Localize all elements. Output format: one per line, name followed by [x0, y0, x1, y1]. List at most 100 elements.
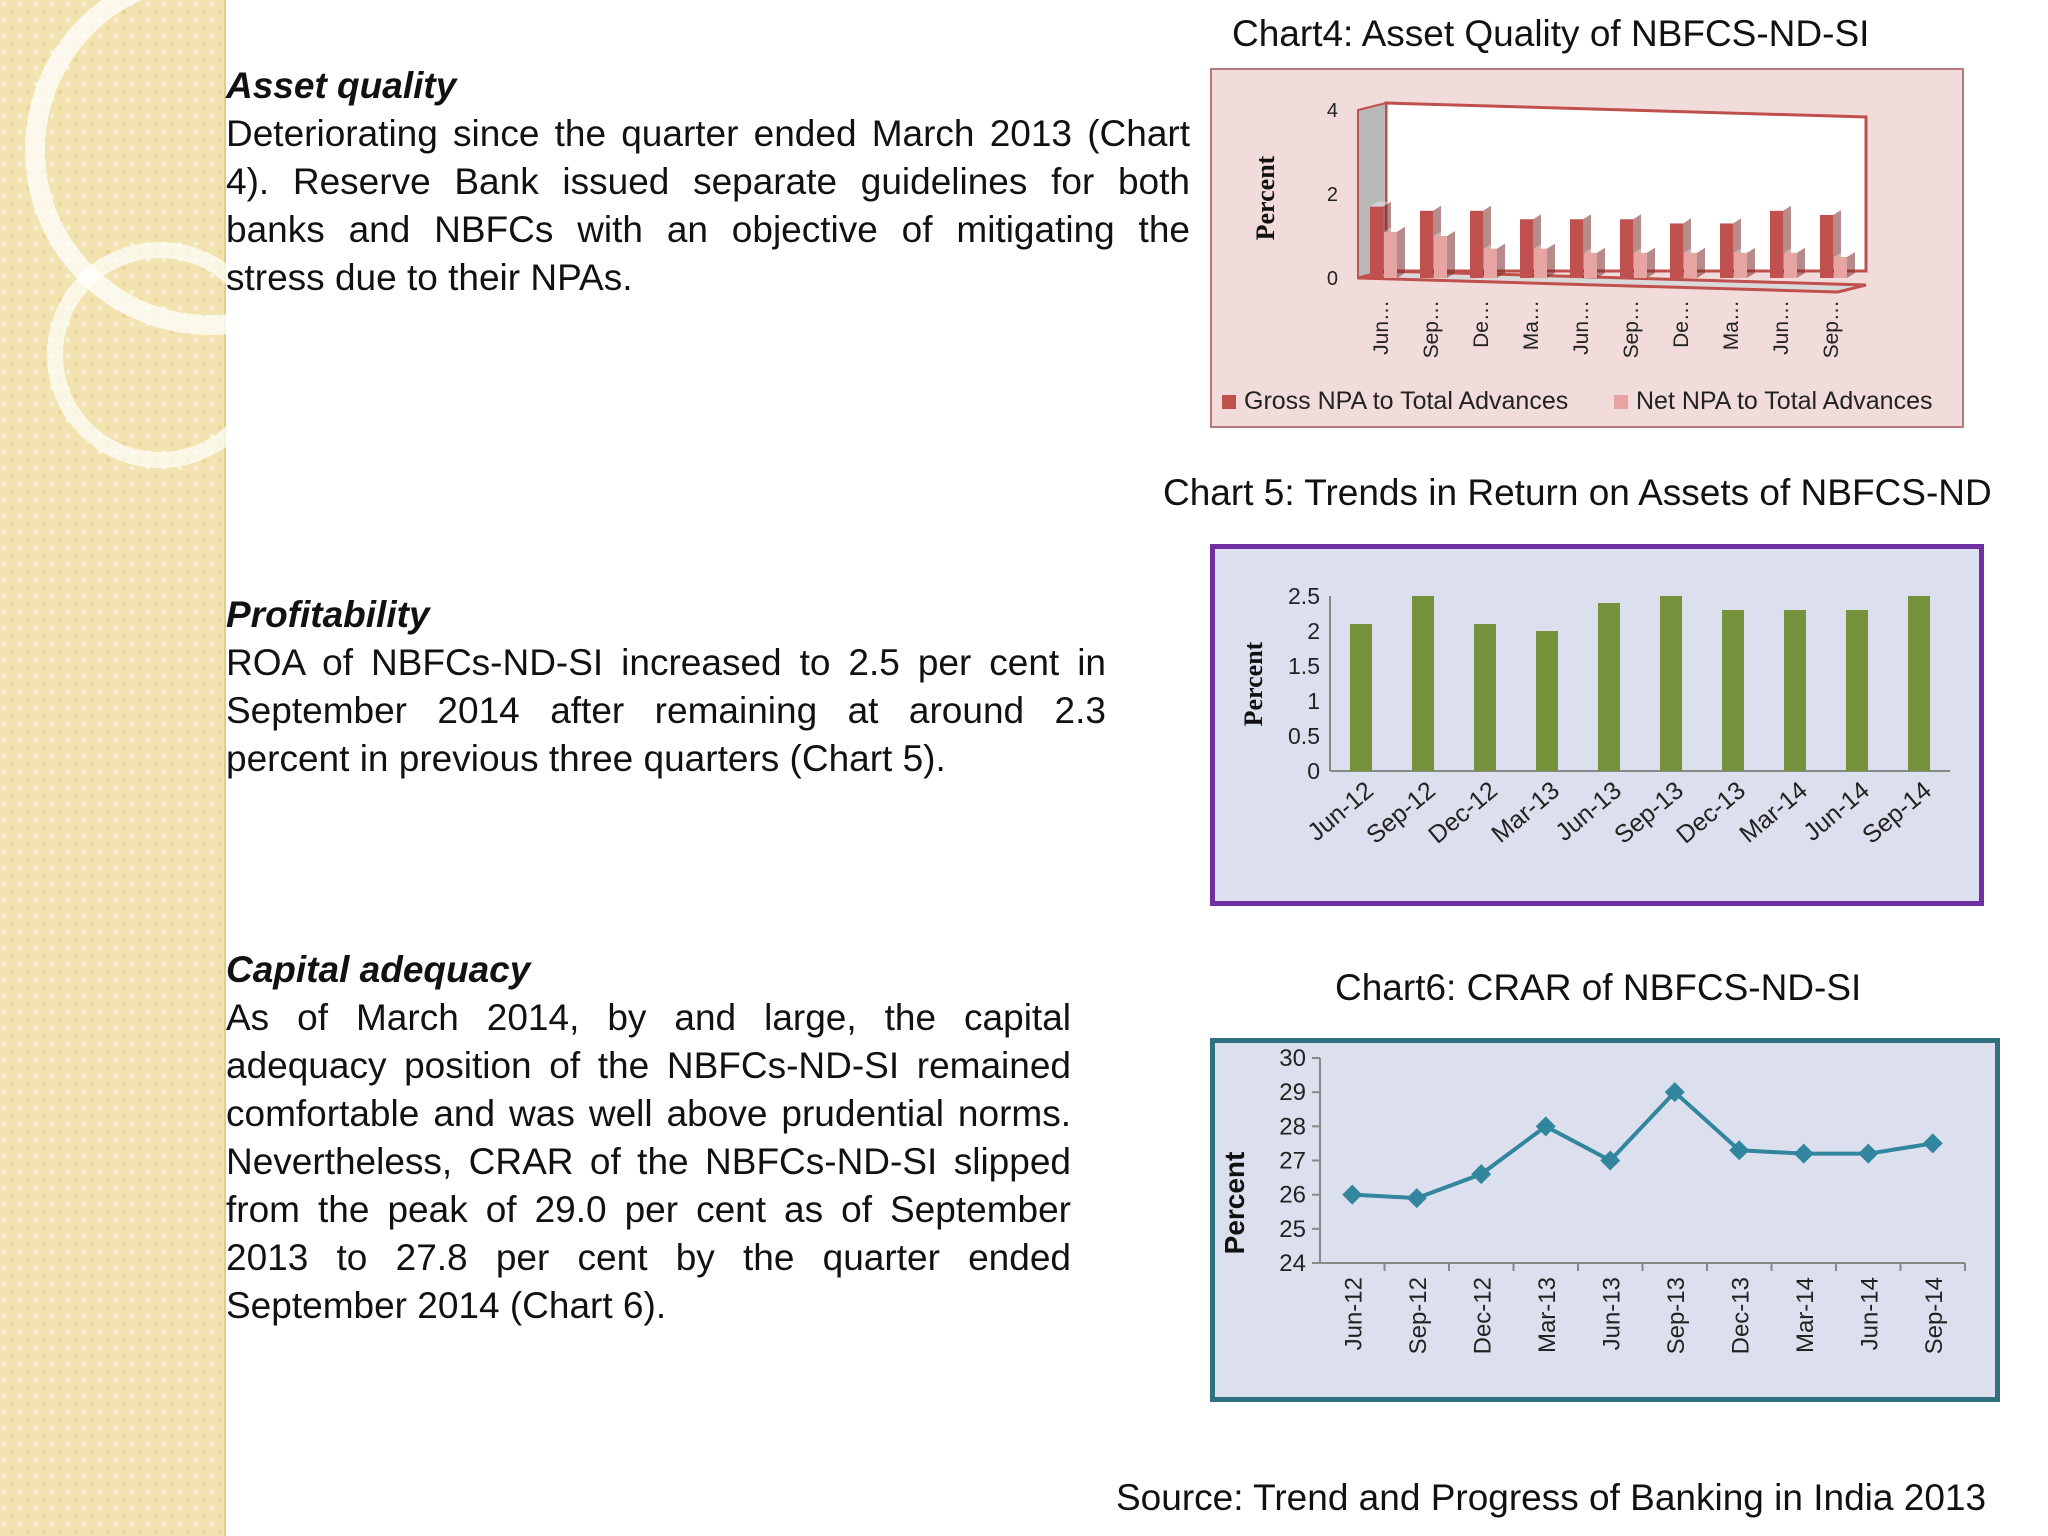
- chart4-legend-swatch-gross: [1222, 395, 1236, 409]
- chart4-x-tick: Jun…: [1770, 300, 1793, 355]
- sidebar-divider: [224, 0, 226, 1536]
- chart4-bar-gross-npa: [1620, 219, 1633, 278]
- chart4-y-tick: 0: [1327, 268, 1338, 290]
- chart6-point: [1342, 1184, 1363, 1205]
- chart4-bar-gross-npa: [1520, 219, 1533, 278]
- chart4-bar-net-npa: [1634, 252, 1647, 278]
- chart6-point: [1793, 1143, 1814, 1164]
- capital-adequacy-text: As of March 2014, by and large, the capi…: [226, 997, 1071, 1326]
- chart4-bar-net-npa-side: [1697, 247, 1705, 278]
- chart4-title: Chart4: Asset Quality of NBFCS-ND-SI: [1232, 13, 1870, 54]
- capital-adequacy-heading: Capital adequacy: [226, 949, 531, 990]
- chart5-y-tick: 2.5: [1288, 583, 1320, 609]
- chart6-x-tick: Jun-13: [1598, 1277, 1625, 1350]
- chart4-bar-gross-npa-top: [1520, 214, 1541, 220]
- asset-quality-text: Deteriorating since the quarter ended Ma…: [226, 113, 1190, 298]
- chart6-frame: [1210, 1038, 2000, 1402]
- chart5-bar: [1350, 624, 1372, 771]
- chart4-legend-label-net: Net NPA to Total Advances: [1636, 387, 1932, 415]
- chart4-bar-gross-npa: [1770, 210, 1783, 278]
- chart5-bar: [1660, 596, 1682, 771]
- chart6-point: [1600, 1150, 1621, 1171]
- chart4-bar-gross-npa: [1470, 210, 1483, 278]
- chart4-x-tick: Sep…: [1820, 300, 1843, 358]
- chart4-bar-net-npa: [1534, 248, 1547, 278]
- chart6-y-tick: 29: [1279, 1079, 1306, 1106]
- chart4-bar-net-npa-side: [1797, 247, 1805, 278]
- chart4-bar-gross-npa: [1420, 210, 1433, 278]
- decorative-ring-large: [25, 0, 320, 335]
- chart4-bar-net-npa: [1784, 252, 1797, 278]
- chart6-x-tick: Dec-13: [1727, 1277, 1754, 1354]
- chart4-bar-gross-npa: [1720, 223, 1733, 278]
- chart6-y-tick: 25: [1279, 1216, 1306, 1243]
- chart4-bar-gross-npa-top: [1370, 201, 1391, 207]
- chart6-x-tick: Sep-14: [1921, 1277, 1948, 1354]
- chart4-bar-net-npa: [1484, 248, 1497, 278]
- chart4-bar-net-npa: [1434, 236, 1447, 278]
- chart4-x-tick: Ma…: [1520, 300, 1543, 350]
- chart6-point: [1664, 1082, 1685, 1103]
- chart6-y-tick: 24: [1279, 1250, 1306, 1277]
- source-note: Source: Trend and Progress of Banking in…: [1116, 1477, 1987, 1518]
- chart5-bar: [1474, 624, 1496, 771]
- chart4-bar-net-npa-side: [1447, 231, 1455, 278]
- chart5-title: Chart 5: Trends in Return on Assets of N…: [1163, 472, 1992, 513]
- chart6-x-tick: Sep-13: [1663, 1277, 1690, 1354]
- chart4-bar-net-npa-top: [1384, 226, 1405, 232]
- chart4-x-tick: Jun…: [1570, 300, 1593, 355]
- profitability-section: Profitability ROA of NBFCs-ND-SI increas…: [226, 591, 1106, 783]
- chart4-bar-net-npa-side: [1597, 247, 1605, 278]
- chart6-crar: 24 25 26 27 28 29 30 Percent Jun-12 Sep-12 Dec-12 M…: [1210, 1038, 2000, 1402]
- chart6-point: [1406, 1188, 1427, 1209]
- chart6-y-axis-label: Percent: [1219, 1152, 1250, 1255]
- chart4-bar-net-npa-side: [1647, 247, 1655, 278]
- chart4-bar-net-npa-side: [1847, 252, 1855, 278]
- chart4-bar-gross-npa-top: [1720, 218, 1741, 224]
- chart4-bar-net-npa-top: [1434, 231, 1455, 236]
- chart4-bar-net-npa: [1384, 231, 1397, 278]
- chart4-x-tick: De…: [1470, 300, 1493, 348]
- chart5-bar: [1908, 596, 1930, 771]
- chart6-point: [1535, 1116, 1556, 1137]
- chart4-bar-net-npa: [1834, 257, 1847, 278]
- chart4-bar-gross-npa-top: [1670, 218, 1691, 224]
- decorative-rings: [25, 0, 320, 468]
- chart4-bar-net-npa-top: [1634, 247, 1655, 253]
- chart4-bar-gross-npa: [1370, 206, 1383, 278]
- chart5-y-tick: 1.5: [1288, 653, 1320, 679]
- asset-quality-section: Asset quality Deteriorating since the qu…: [226, 62, 1190, 302]
- chart4-bar-gross-npa-top: [1770, 205, 1791, 211]
- chart5-bar: [1598, 603, 1620, 771]
- chart4-y-tick: 2: [1327, 184, 1338, 206]
- chart6-x-tick: Jun-12: [1340, 1277, 1367, 1350]
- chart5-roa: 00.511.522.5PercentJun-12Sep-12Dec-12Mar…: [1210, 544, 1984, 906]
- chart4-y-tick: 4: [1327, 100, 1338, 122]
- chart4-bar-net-npa: [1684, 252, 1697, 278]
- chart4-bar-net-npa-top: [1784, 247, 1805, 253]
- chart4-y-axis-label: Percent: [1251, 155, 1280, 240]
- chart6-x-tick: Sep-12: [1405, 1277, 1432, 1354]
- chart5-bar: [1536, 631, 1558, 771]
- chart4-bar-net-npa: [1734, 252, 1747, 278]
- chart4-bar-net-npa-top: [1584, 247, 1605, 253]
- chart5-bar: [1784, 610, 1806, 771]
- decorative-ring-small: [47, 242, 273, 468]
- chart4-asset-quality: 0 2 4 Percent Jun… Sep… De… Ma… Jun… Sep… De… Ma… Ju…: [1210, 68, 1964, 428]
- chart4-x-tick: Jun…: [1370, 300, 1393, 355]
- chart5-bar: [1722, 610, 1744, 771]
- chart4-bar-net-npa-top: [1684, 247, 1705, 253]
- chart5-y-axis-label: Percent: [1239, 641, 1268, 726]
- chart5-y-tick: 1: [1307, 688, 1320, 714]
- chart6-x-tick: Mar-14: [1792, 1277, 1819, 1353]
- chart6-point: [1922, 1133, 1943, 1154]
- chart6-x-tick: Mar-13: [1534, 1277, 1561, 1353]
- chart4-bar-net-npa-side: [1497, 243, 1505, 278]
- asset-quality-heading: Asset quality: [226, 65, 457, 106]
- chart4-legend-label-gross: Gross NPA to Total Advances: [1244, 387, 1568, 415]
- chart6-point: [1471, 1164, 1492, 1185]
- chart4-bar-gross-npa: [1670, 223, 1683, 278]
- chart6-y-tick: 28: [1279, 1113, 1306, 1140]
- chart4-bar-net-npa: [1584, 252, 1597, 278]
- chart4-bar-net-npa-top: [1834, 252, 1855, 257]
